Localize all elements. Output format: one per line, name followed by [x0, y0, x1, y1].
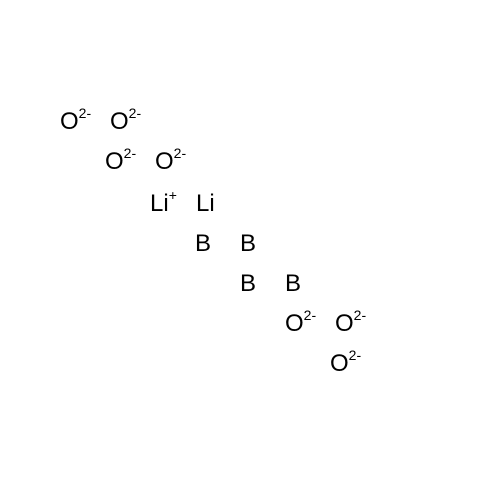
atom-charge: 2-	[129, 106, 141, 120]
atom-o4: O2-	[155, 150, 186, 174]
atom-o7: O2-	[330, 352, 361, 376]
atom-charge: 2-	[79, 106, 91, 120]
atom-symbol: B	[195, 232, 211, 256]
atom-b3: B	[240, 272, 256, 296]
atom-symbol: B	[285, 272, 301, 296]
atom-charge: 2-	[304, 308, 316, 322]
atom-symbol: O	[330, 352, 349, 376]
molecule-diagram: O2-O2-O2-O2-Li+LiBBBBO2-O2-O2-	[0, 0, 500, 500]
atom-charge: 2-	[174, 146, 186, 160]
atom-o2: O2-	[110, 110, 141, 134]
atom-o1: O2-	[60, 110, 91, 134]
atom-li2: Li	[196, 192, 215, 216]
atom-charge: 2-	[354, 308, 366, 322]
atom-o3: O2-	[105, 150, 136, 174]
atom-symbol: B	[240, 272, 256, 296]
atom-o5: O2-	[285, 312, 316, 336]
atom-symbol: O	[60, 110, 79, 134]
atom-o6: O2-	[335, 312, 366, 336]
atom-symbol: O	[335, 312, 354, 336]
atom-charge: +	[169, 188, 177, 202]
atom-symbol: Li	[150, 192, 169, 216]
atom-li1: Li+	[150, 192, 177, 216]
atom-symbol: B	[240, 232, 256, 256]
atom-b2: B	[240, 232, 256, 256]
atom-b1: B	[195, 232, 211, 256]
atom-symbol: O	[110, 110, 129, 134]
atom-charge: 2-	[349, 348, 361, 362]
atom-symbol: Li	[196, 192, 215, 216]
atom-symbol: O	[155, 150, 174, 174]
atom-symbol: O	[285, 312, 304, 336]
atom-symbol: O	[105, 150, 124, 174]
atom-charge: 2-	[124, 146, 136, 160]
atom-b4: B	[285, 272, 301, 296]
